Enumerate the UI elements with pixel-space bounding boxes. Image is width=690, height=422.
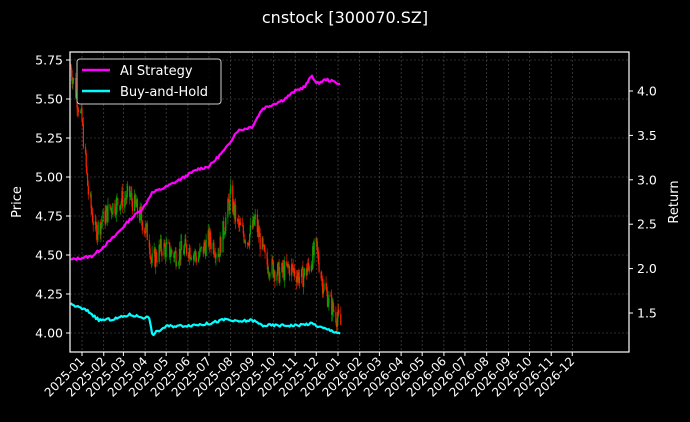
y-tick-label: 4.00 <box>35 326 63 341</box>
y2-axis-label: Return <box>667 180 682 223</box>
y-tick-label: 4.25 <box>35 287 63 302</box>
y-tick-label: 4.75 <box>35 209 63 224</box>
y2-tick-label: 3.5 <box>637 128 657 143</box>
legend-label-buy-and-hold: Buy-and-Hold <box>120 85 208 100</box>
y2-tick-label: 3.0 <box>637 172 657 187</box>
y-tick-label: 5.50 <box>35 92 63 107</box>
chart-title: cnstock [300070.SZ] <box>261 8 429 27</box>
y-tick-label: 4.50 <box>35 248 63 263</box>
plot-frame <box>69 51 630 353</box>
y2-tick-label: 2.5 <box>637 217 657 232</box>
legend: AI Strategy Buy-and-Hold <box>76 58 222 105</box>
y-tick-label: 5.00 <box>35 170 63 185</box>
y2-tick-label: 2.0 <box>637 261 657 276</box>
y-tick-label: 5.75 <box>35 53 63 68</box>
y2-tick-label: 4.0 <box>637 84 657 99</box>
line-buy-and-hold <box>69 302 341 337</box>
left-y-axis: 4.00 4.25 4.50 4.75 5.00 5.25 5.50 5.75 <box>35 53 70 341</box>
x-axis: 2025-012025-022025-032025-042025-052025-… <box>42 352 577 400</box>
legend-label-ai-strategy: AI Strategy <box>120 64 193 79</box>
line-ai-strategy <box>70 74 341 261</box>
price-candlesticks <box>70 63 342 334</box>
y2-tick-label: 1.5 <box>637 306 657 321</box>
y-axis-label: Price <box>10 186 25 218</box>
right-y-axis: 1.5 2.0 2.5 3.0 3.5 4.0 <box>629 84 657 321</box>
y-tick-label: 5.25 <box>35 131 63 146</box>
return-lines <box>69 74 341 337</box>
